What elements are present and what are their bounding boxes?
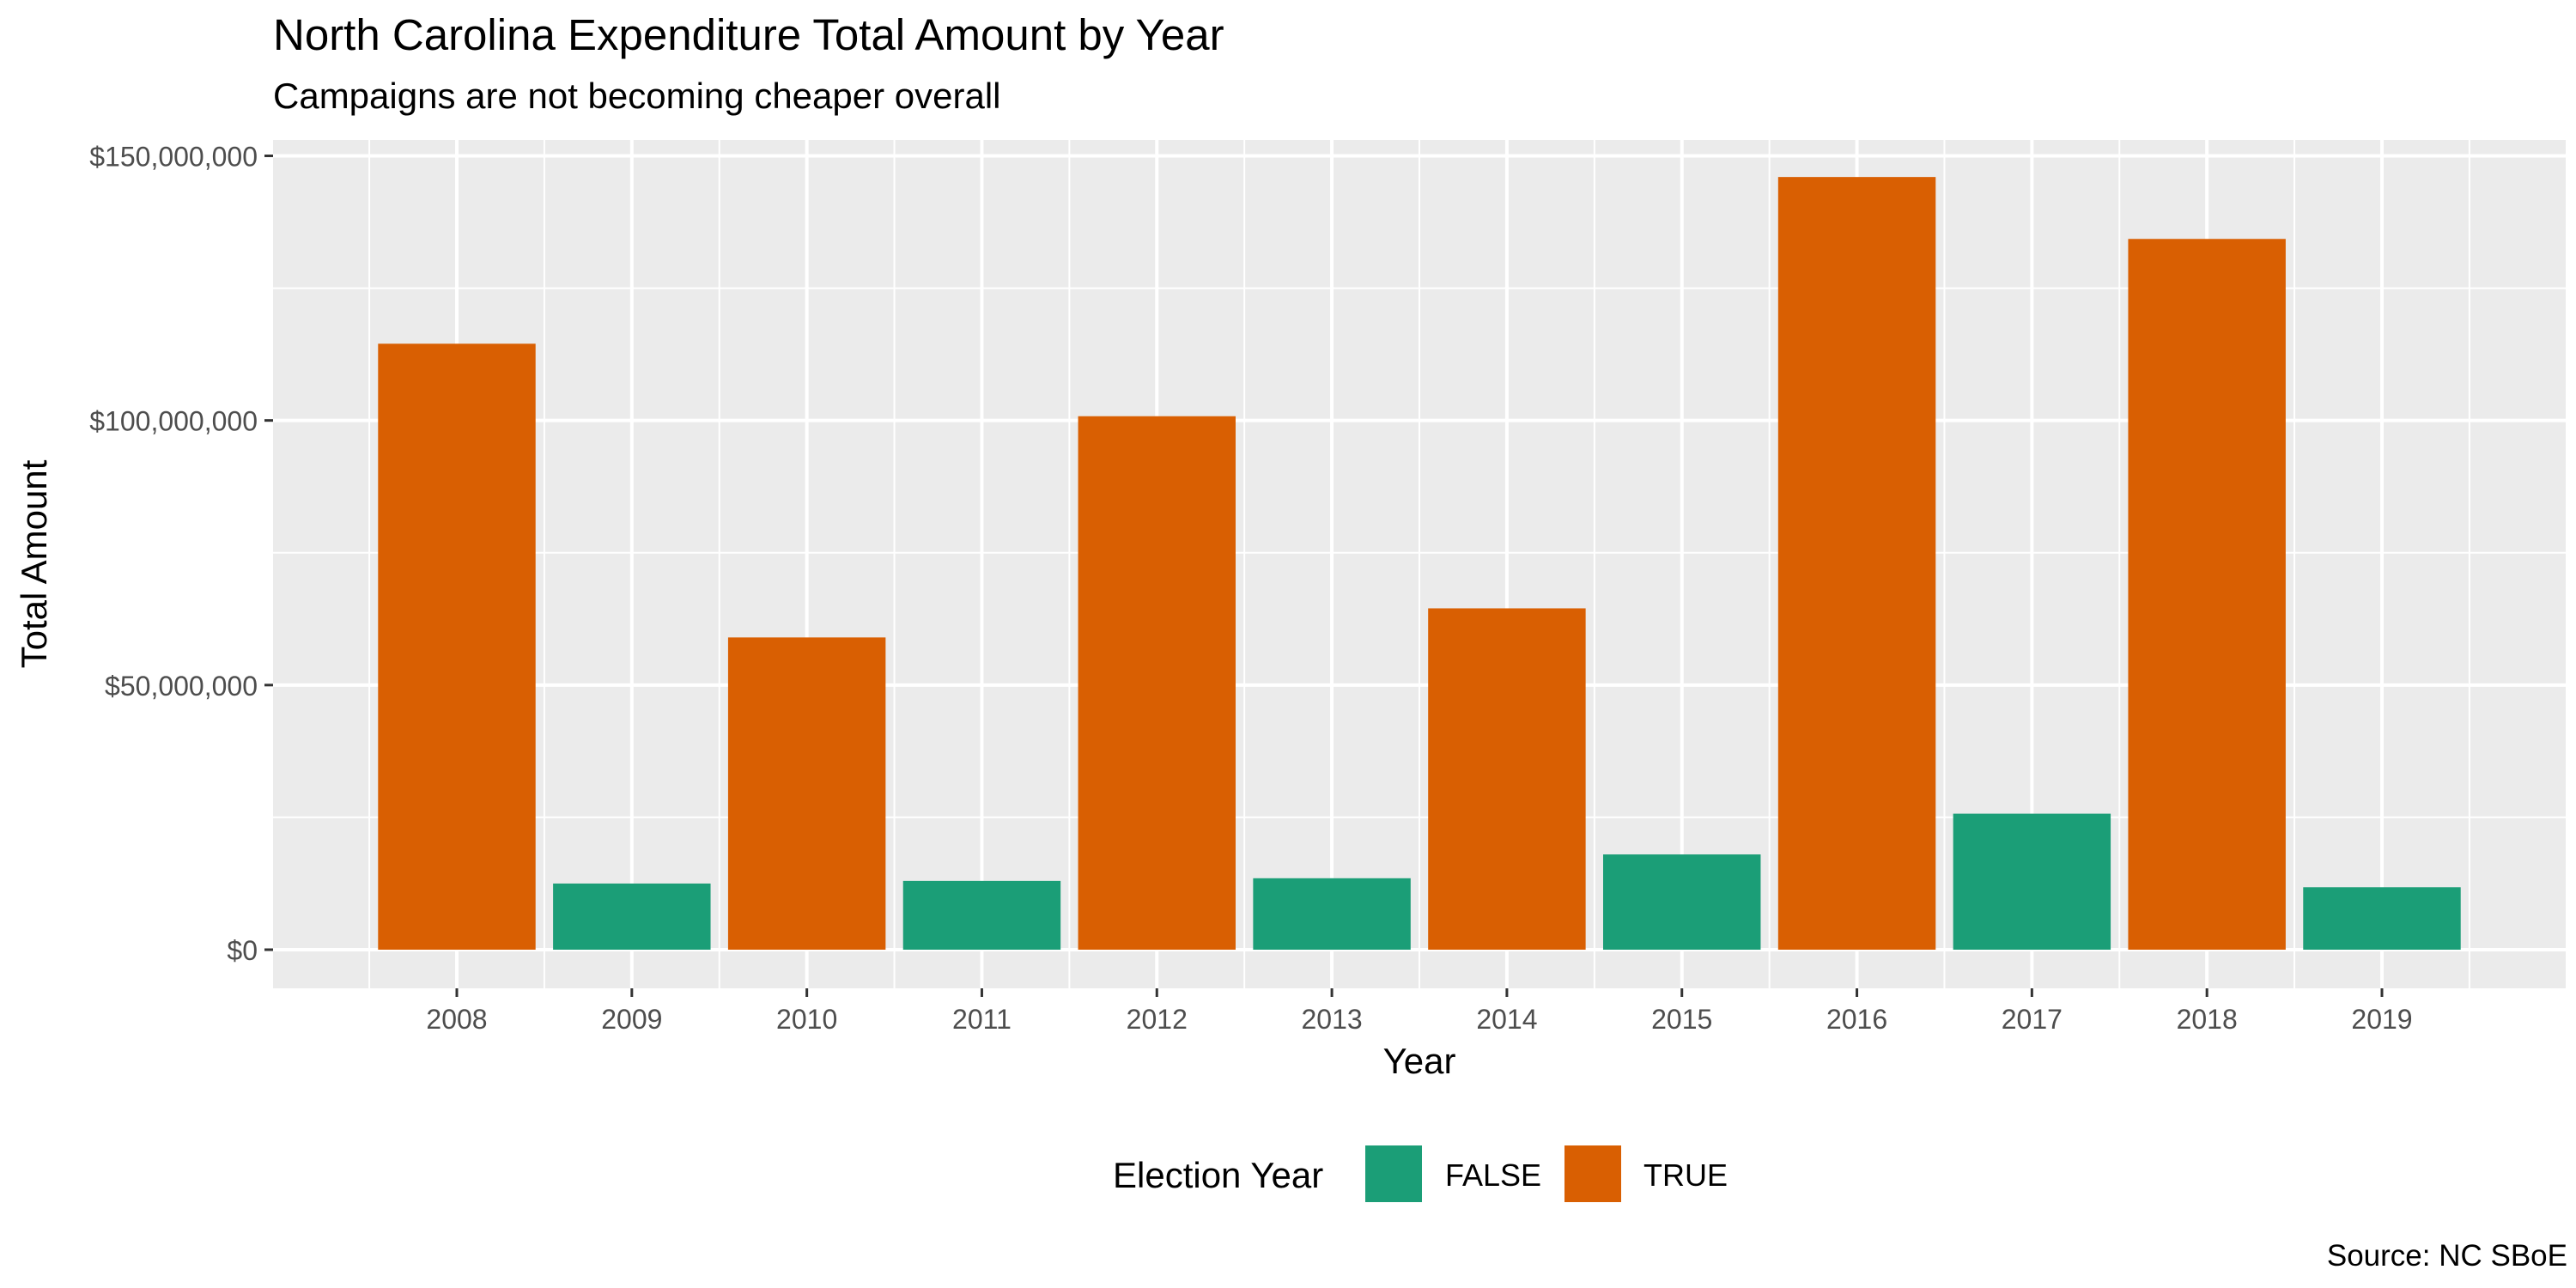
- legend-title: Election Year: [1113, 1155, 1323, 1195]
- x-axis-label: Year: [1383, 1041, 1456, 1081]
- x-tick-label: 2013: [1301, 1004, 1362, 1035]
- bar-2016: [1777, 177, 1936, 951]
- bar-2014: [1428, 608, 1586, 951]
- chart-title: North Carolina Expenditure Total Amount …: [273, 10, 1224, 59]
- bar-2011: [902, 880, 1061, 951]
- legend-label-true: TRUE: [1643, 1157, 1728, 1193]
- x-tick-label: 2009: [601, 1004, 662, 1035]
- bar-2010: [727, 637, 886, 951]
- x-tick-label: 2012: [1127, 1004, 1188, 1035]
- y-axis-label: Total Amount: [14, 459, 54, 668]
- x-tick-label: 2019: [2351, 1004, 2412, 1035]
- x-tick-label: 2011: [952, 1004, 1012, 1035]
- chart-caption: Source: NC SBoE: [2327, 1239, 2567, 1273]
- x-tick-label: 2010: [776, 1004, 837, 1035]
- bars: [378, 177, 2461, 951]
- x-tick-label: 2015: [1651, 1004, 1712, 1035]
- x-tick-label: 2017: [2002, 1004, 2063, 1035]
- y-tick-label: $50,000,000: [105, 671, 258, 702]
- bar-2012: [1078, 416, 1236, 951]
- y-axis: $0 $50,000,000 $100,000,000 $150,000,000: [89, 141, 273, 966]
- x-tick-label: 2018: [2177, 1004, 2238, 1035]
- x-tick-label: 2014: [1476, 1004, 1537, 1035]
- bar-2019: [2303, 887, 2461, 951]
- chart-subtitle: Campaigns are not becoming cheaper overa…: [273, 76, 1001, 116]
- y-tick-label: $100,000,000: [89, 406, 258, 437]
- bar-2017: [1953, 813, 2111, 951]
- x-axis: 2008 2009 2010 2011 2012 2013 2014 2015 2016 2017…: [426, 988, 2413, 1035]
- y-tick-label: $150,000,000: [89, 141, 258, 172]
- legend-key-true: [1564, 1145, 1621, 1202]
- bar-2013: [1253, 878, 1411, 951]
- legend: Election Year FALSE TRUE: [1113, 1145, 1728, 1202]
- bar-2015: [1603, 854, 1761, 951]
- bar-2009: [553, 883, 711, 951]
- legend-key-false: [1365, 1145, 1422, 1202]
- y-tick-label: $0: [227, 935, 258, 966]
- bar-2008: [378, 343, 536, 951]
- x-tick-label: 2016: [1826, 1004, 1887, 1035]
- x-tick-label: 2008: [426, 1004, 487, 1035]
- minor-gridlines: [273, 140, 2566, 988]
- legend-label-false: FALSE: [1445, 1157, 1541, 1193]
- bar-2018: [2128, 239, 2286, 951]
